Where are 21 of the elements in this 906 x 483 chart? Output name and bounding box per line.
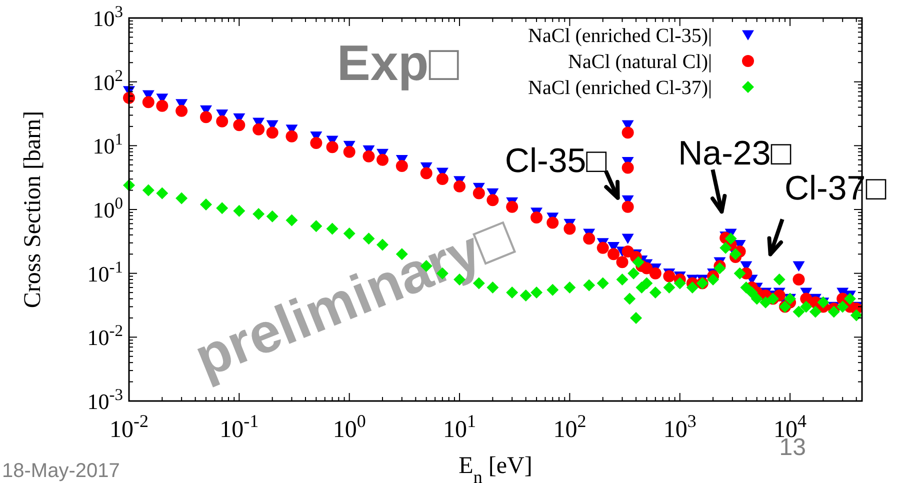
y-tick-label: 10$^{0}$ bbox=[92, 193, 123, 222]
y-axis-title: Cross Section [barn] bbox=[20, 110, 46, 308]
x-tick-label: 10$^{-1}$ bbox=[220, 411, 259, 443]
y-tick-label: 10$^{-1}$ bbox=[87, 256, 123, 286]
x-axis-title: E$_{n}$ [eV] bbox=[458, 453, 532, 483]
legend-label: NaCl (natural Cl)| bbox=[568, 51, 712, 73]
x-tick-label: 10$^{0}$ bbox=[332, 411, 366, 443]
text: 18-May-2017 bbox=[2, 460, 120, 482]
x-tick-label: 10$^{2}$ bbox=[553, 411, 586, 443]
y-tick-label: 10$^{-2}$ bbox=[87, 320, 123, 350]
x-tick-label: 10$^{1}$ bbox=[443, 411, 476, 443]
legend-label: NaCl (enriched Cl-35)| bbox=[528, 25, 712, 47]
x-tick-label: 10$^{3}$ bbox=[663, 411, 696, 443]
y-tick-label: 10$^{3}$ bbox=[92, 2, 123, 31]
legend-label: NaCl (enriched Cl-37)| bbox=[528, 77, 712, 99]
y-tick-label: 10$^{-3}$ bbox=[87, 384, 123, 414]
y-tick-label: 10$^{2}$ bbox=[92, 65, 123, 95]
y-tick-label: 10$^{1}$ bbox=[92, 129, 123, 159]
annotation: Exp□ bbox=[337, 35, 460, 91]
annotation: Na-23□ bbox=[678, 134, 792, 173]
annotation: Cl-35□ bbox=[504, 142, 608, 180]
